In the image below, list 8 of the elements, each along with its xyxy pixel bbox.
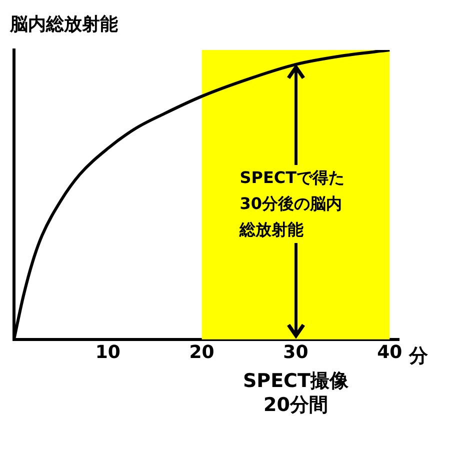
x-tick-label: 40 bbox=[377, 342, 402, 363]
y-axis-title: 脳内総放射能 bbox=[10, 13, 118, 36]
band-label: SPECT撮像 20分間 bbox=[242, 369, 350, 418]
x-tick-label: 20 bbox=[189, 342, 214, 363]
x-tick-label: 10 bbox=[95, 342, 120, 363]
x-axis-title: 分 bbox=[409, 344, 428, 370]
annotation: SPECTで得た30分後の脳内総放射能 bbox=[238, 164, 354, 243]
x-tick-label: 30 bbox=[283, 342, 308, 363]
